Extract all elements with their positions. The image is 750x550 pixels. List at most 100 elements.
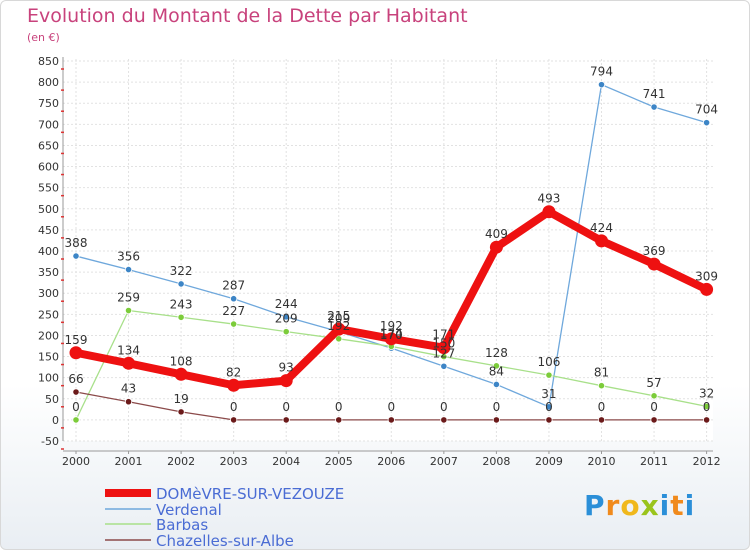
data-label: 81 (594, 366, 609, 380)
data-label: 388 (65, 236, 88, 250)
data-point (72, 416, 80, 424)
data-label: 170 (380, 328, 403, 342)
data-label: 31 (541, 387, 556, 401)
data-point (279, 374, 293, 388)
data-label: 43 (121, 382, 136, 396)
data-label: 0 (72, 400, 80, 414)
data-label: 192 (380, 319, 403, 333)
data-label: 409 (485, 227, 508, 241)
data-point (230, 416, 238, 424)
data-label: 215 (327, 309, 350, 323)
data-point (542, 205, 556, 219)
data-label: 108 (170, 354, 193, 368)
data-label: 244 (275, 297, 298, 311)
data-label: 356 (117, 250, 140, 264)
x-tick-label: 2002 (167, 455, 195, 468)
data-label: 0 (282, 400, 290, 414)
data-point (72, 388, 80, 396)
data-point (332, 322, 346, 336)
data-point (597, 81, 606, 89)
x-tick-label: 2008 (482, 455, 510, 468)
logo-letter: P (584, 489, 606, 522)
y-tick-label: 0 (52, 414, 59, 427)
x-tick-label: 2004 (272, 455, 300, 468)
data-label: 0 (650, 400, 658, 414)
data-label: 174 (380, 326, 403, 340)
data-label: 209 (327, 312, 350, 326)
data-point (440, 416, 448, 424)
data-label: 106 (537, 355, 560, 369)
data-point (545, 416, 553, 424)
data-point (647, 257, 661, 271)
data-label: 57 (646, 376, 661, 390)
data-label: 84 (489, 364, 504, 378)
data-label: 66 (68, 372, 83, 386)
data-label: 0 (440, 400, 448, 414)
data-label: 171 (432, 328, 455, 342)
data-point (437, 341, 451, 355)
legend-label: Chazelles-sur-Albe (156, 532, 294, 549)
data-point (492, 362, 500, 370)
data-point (124, 398, 133, 406)
data-point (545, 371, 553, 379)
logo-letter: t (670, 489, 685, 522)
y-tick-label: 400 (38, 245, 59, 258)
data-label: 192 (327, 319, 350, 333)
y-tick-label: 500 (38, 203, 59, 216)
data-label: 287 (222, 279, 245, 293)
legend-label: DOMèVRE-SUR-VEZOUZE (156, 485, 344, 503)
data-point (492, 380, 500, 389)
y-tick-label: 350 (38, 266, 59, 279)
data-label: 369 (643, 244, 666, 258)
data-point (650, 103, 658, 111)
y-tick-label: 600 (38, 161, 59, 174)
data-point (72, 252, 80, 260)
data-point (650, 416, 658, 424)
data-label: 159 (65, 333, 88, 347)
data-label: 128 (485, 346, 508, 360)
data-point (702, 416, 711, 424)
data-point (124, 306, 133, 315)
x-tick-label: 2005 (325, 455, 353, 468)
data-point (230, 295, 238, 303)
data-label: 309 (695, 269, 718, 283)
data-point (335, 335, 343, 343)
data-label: 209 (275, 312, 298, 326)
data-point (440, 362, 448, 370)
data-point (282, 416, 290, 424)
data-label: 243 (170, 297, 193, 311)
data-label: 0 (387, 400, 395, 414)
data-label: 82 (226, 365, 241, 379)
y-tick-label: 800 (38, 76, 59, 89)
data-label: 93 (279, 361, 294, 375)
data-point (282, 328, 290, 336)
data-point (69, 346, 83, 360)
logo-letter: x (640, 489, 660, 522)
data-label: 19 (173, 392, 188, 406)
data-label: 493 (537, 192, 560, 206)
y-tick-label: 100 (38, 372, 59, 385)
data-label: 227 (222, 304, 245, 318)
data-label: 0 (598, 400, 606, 414)
data-point (650, 392, 658, 400)
data-point (177, 313, 185, 321)
proxiti-logo: Proxiti (584, 489, 695, 522)
y-tick-label: 700 (38, 118, 59, 131)
x-tick-label: 2007 (430, 455, 458, 468)
y-tick-label: 250 (38, 308, 59, 321)
data-label: 0 (493, 400, 501, 414)
x-tick-label: 2011 (640, 455, 668, 468)
legend-label: Barbas (156, 516, 208, 534)
data-label: 322 (170, 264, 193, 278)
data-label: 0 (335, 400, 343, 414)
data-point (177, 408, 185, 416)
data-point (177, 280, 185, 288)
data-label: 741 (643, 87, 666, 101)
data-point (597, 382, 606, 390)
logo-letter: i (659, 489, 671, 522)
data-label: 127 (432, 346, 455, 360)
data-point (227, 378, 241, 392)
chart-title: Evolution du Montant de la Dette par Hab… (27, 5, 468, 27)
data-point (174, 367, 188, 381)
